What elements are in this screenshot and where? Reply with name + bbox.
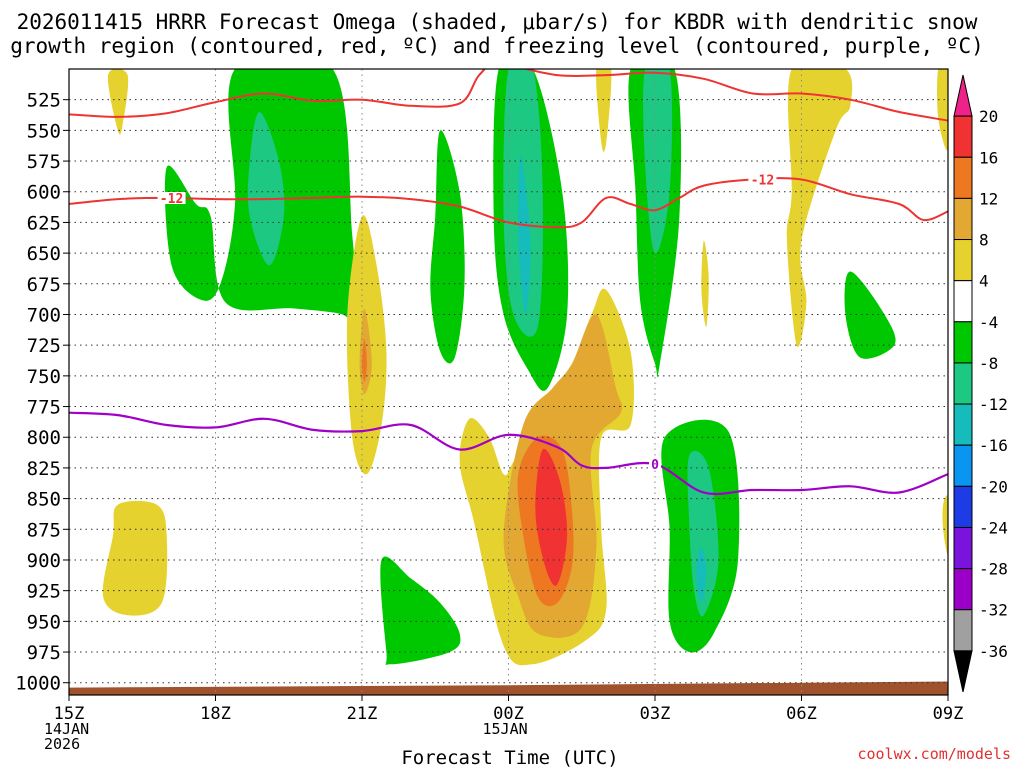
x-tick-label: 03Z (640, 704, 671, 724)
colorbar: 20 16 12 8 4 -4 -8 -12 -16 -20 -24 -28 -32 -36 (953, 74, 1008, 693)
omega-region-4 (942, 495, 948, 555)
x-tick-label: 18Z (200, 704, 231, 724)
y-tick-label: 525 (27, 90, 61, 112)
x-tick-label: 2026 (44, 735, 80, 753)
x-tick-label: 00Z (493, 704, 524, 724)
y-tick-label: 625 (27, 212, 61, 234)
omega-region-16 (535, 448, 568, 586)
y-tick-label: 875 (27, 519, 61, 541)
omega-region-4 (107, 69, 129, 135)
y-tick-label: 950 (27, 611, 61, 633)
colorbar-label: -24 (979, 518, 1008, 537)
chart-title-line1: 2026011415 HRRR Forecast Omega (shaded, … (17, 10, 978, 34)
contour-label-bg (748, 173, 777, 186)
y-tick-label: 850 (27, 489, 61, 511)
omega-region-4 (786, 69, 853, 347)
chart-title-line2: growth region (contoured, red, ºC) and f… (10, 34, 984, 58)
y-tick-label: 900 (27, 550, 61, 572)
colorbar-label: 16 (979, 148, 998, 167)
colorbar-label: 8 (979, 231, 989, 250)
dgz-minus12-contour (69, 177, 948, 229)
colorbar-swatch (953, 239, 973, 282)
contour-label-minus12: -12 (160, 192, 183, 207)
contour-label-bg (157, 192, 186, 205)
terrain-ground (69, 681, 948, 695)
colorbar-swatch (953, 526, 973, 570)
colorbar-label: -16 (979, 436, 1008, 455)
y-tick-label: 600 (27, 182, 61, 204)
colorbar-label: -32 (979, 601, 1008, 620)
dgz-minus16-contour (69, 69, 948, 122)
colorbar-swatch (953, 115, 973, 158)
colorbar-swatch (953, 444, 973, 487)
y-tick-label: 675 (27, 274, 61, 296)
omega-region-4 (937, 69, 948, 151)
y-tick-label: 825 (27, 458, 61, 480)
x-tick-label: 21Z (347, 704, 378, 724)
colorbar-label: 20 (979, 107, 998, 126)
colorbar-label: -36 (979, 642, 1008, 661)
grid-lines (69, 69, 948, 695)
omega-region-neg8 (380, 556, 461, 665)
y-tick-label: 975 (27, 642, 61, 664)
colorbar-swatch (953, 403, 973, 446)
y-tick-label: 750 (27, 366, 61, 388)
x-tick-label: 06Z (786, 704, 817, 724)
colorbar-swatch (953, 568, 973, 611)
omega-region-neg8 (430, 130, 465, 364)
terrain-fill (69, 681, 948, 695)
colorbar-swatch (953, 321, 973, 364)
y-axis: 525 550 575 600 625 650 675 700 725 750 775 800 825 8… (15, 90, 69, 695)
y-tick-label: 650 (27, 243, 61, 265)
colorbar-swatch (953, 197, 973, 241)
contour-label-bg (649, 457, 661, 471)
omega-region-4 (701, 240, 709, 327)
y-tick-label: 800 (27, 427, 61, 449)
omega-region-neg16 (518, 154, 531, 315)
colorbar-label: -28 (979, 560, 1008, 579)
colorbar-label: 12 (979, 189, 998, 208)
colorbar-label: -12 (979, 395, 1008, 414)
colorbar-label: -20 (979, 477, 1008, 496)
omega-region-neg12 (687, 450, 719, 617)
colorbar-swatch (953, 609, 973, 652)
colorbar-swatch (953, 362, 973, 405)
omega-region-12 (362, 339, 367, 382)
y-tick-label: 725 (27, 335, 61, 357)
omega-region-neg8 (844, 271, 896, 359)
freezing-level-contour (69, 411, 948, 496)
colorbar-label: -4 (979, 313, 998, 332)
colorbar-label: 4 (979, 272, 989, 291)
x-axis-label: Forecast Time (UTC) (401, 747, 618, 768)
x-tick-label: 09Z (933, 704, 964, 724)
y-tick-label: 775 (27, 397, 61, 419)
colorbar-arrow-bottom (953, 650, 973, 693)
y-tick-label: 925 (27, 581, 61, 603)
y-tick-label: 700 (27, 304, 61, 326)
colorbar-swatch (953, 280, 973, 323)
omega-region-neg16 (696, 547, 707, 603)
colorbar-arrow-top (953, 74, 973, 117)
y-tick-label: 575 (27, 151, 61, 173)
watermark: coolwx.com/models (857, 745, 1011, 763)
colorbar-swatch (953, 485, 973, 528)
temperature-contours: -12 -12 0 (69, 69, 948, 496)
y-tick-label: 550 (27, 120, 61, 142)
x-tick-label: 15JAN (483, 720, 528, 738)
x-tick-label: 15Z (54, 704, 85, 724)
contour-label-freezing: 0 (651, 458, 659, 473)
omega-region-neg12 (247, 112, 285, 266)
omega-region-4 (596, 69, 612, 152)
x-tick-label: 14JAN (44, 720, 89, 738)
y-tick-label: 1000 (15, 673, 61, 695)
contour-label-minus12: -12 (751, 173, 774, 188)
colorbar-swatch (953, 156, 973, 199)
colorbar-label: -8 (979, 354, 998, 373)
